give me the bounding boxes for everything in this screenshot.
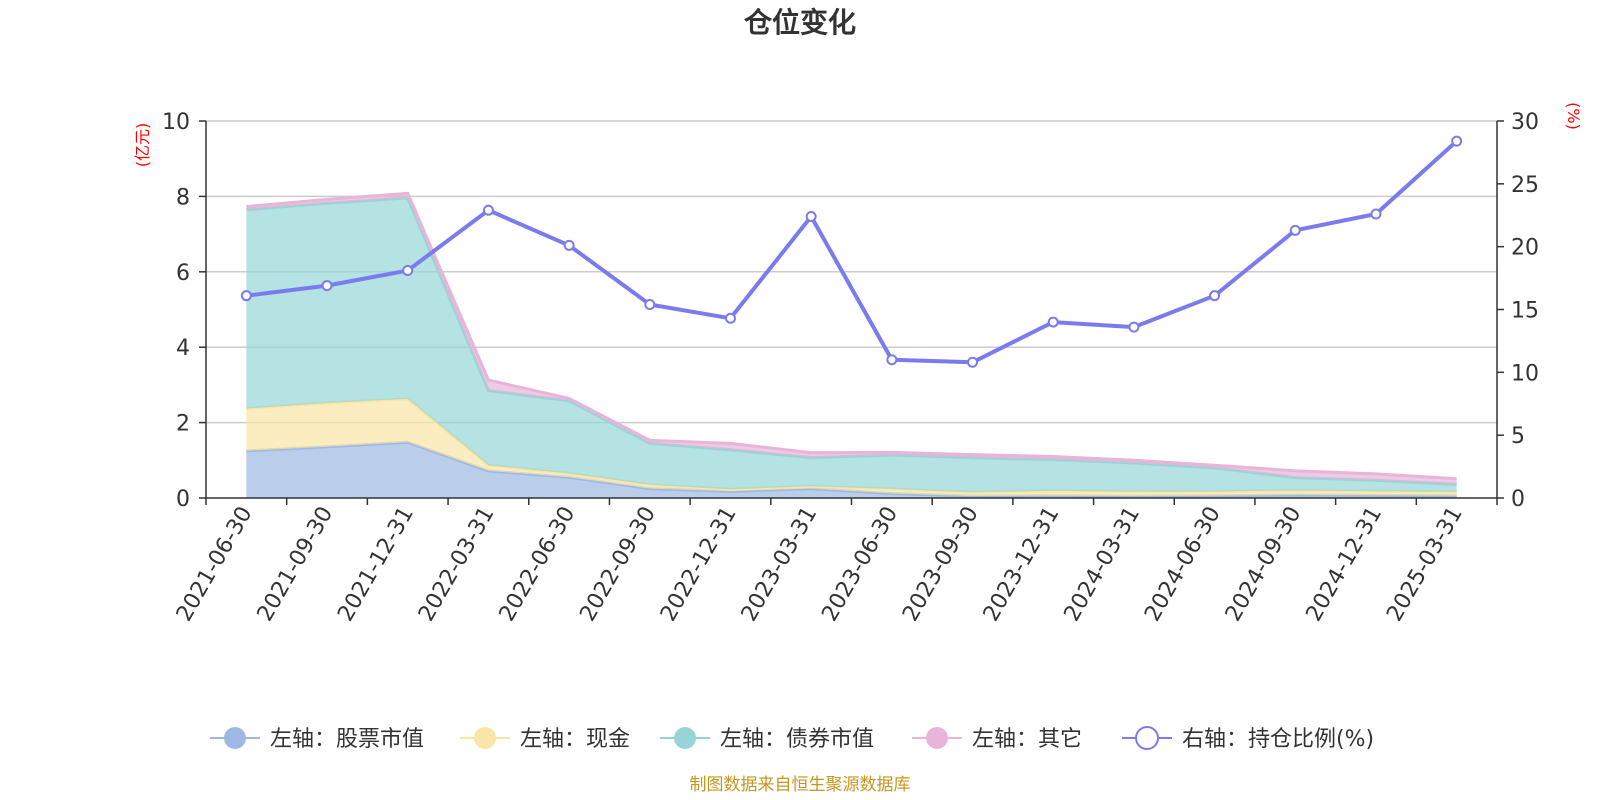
x-tick-label: 2022-06-30 <box>495 503 581 626</box>
ratio-point <box>805 211 817 223</box>
right-tick-label: 30 <box>1511 110 1539 135</box>
legend-label: 左轴：股票市值 <box>270 727 424 752</box>
source-note: 制图数据来自恒生聚源数据库 <box>690 775 911 795</box>
ratio-point <box>321 280 333 292</box>
x-tick-label: 2024-03-31 <box>1060 503 1146 626</box>
legend-label: 左轴：其它 <box>972 727 1082 752</box>
ratio-line-path <box>246 139 1459 365</box>
right-tick-label: 20 <box>1511 236 1539 261</box>
x-tick-label: 2025-03-31 <box>1382 503 1468 626</box>
x-tick-label: 2022-03-31 <box>414 503 500 626</box>
legend-marker <box>1135 726 1159 750</box>
left-tick-label: 4 <box>176 336 190 361</box>
ratio-point <box>240 290 252 302</box>
right-tick-label: 25 <box>1511 173 1539 198</box>
legend-marker <box>926 727 948 749</box>
legend-marker <box>674 727 696 749</box>
area-edge-3 <box>246 191 1457 481</box>
ratio-point <box>1289 224 1301 236</box>
chart-title: 仓位变化 <box>744 6 856 39</box>
right-axis-unit: (%) <box>1564 102 1583 130</box>
ratio-point <box>563 239 575 251</box>
left-tick-label: 10 <box>162 110 190 135</box>
x-tick-label: 2023-09-30 <box>898 503 984 626</box>
x-tick-label: 2024-09-30 <box>1221 503 1307 626</box>
legend-label: 左轴：现金 <box>520 727 630 752</box>
legend-label: 左轴：债券市值 <box>720 727 874 752</box>
ratio-point <box>886 354 898 366</box>
left-tick-label: 0 <box>176 487 190 512</box>
right-tick-label: 0 <box>1511 487 1525 512</box>
right-tick-label: 15 <box>1511 299 1539 324</box>
left-axis-unit: (亿元) <box>133 123 152 168</box>
legend-marker <box>474 727 496 749</box>
legend-label: 右轴：持仓比例(%) <box>1182 727 1374 752</box>
ratio-point <box>967 356 979 368</box>
right-tick-label: 10 <box>1511 361 1539 386</box>
x-tick-label: 2021-06-30 <box>172 503 258 626</box>
x-tick-label: 2023-03-31 <box>737 503 823 626</box>
ratio-point <box>1047 316 1059 328</box>
x-tick-label: 2024-06-30 <box>1140 503 1226 626</box>
x-tick-label: 2023-06-30 <box>817 503 903 626</box>
ratio-point <box>1128 321 1140 333</box>
holding-ratio-line <box>240 135 1463 368</box>
left-tick-label: 6 <box>176 261 190 286</box>
x-tick-label: 2023-12-31 <box>979 503 1065 626</box>
ratio-point <box>1370 208 1382 220</box>
x-tick-label: 2022-12-31 <box>656 503 742 626</box>
x-tick-label: 2022-09-30 <box>575 503 661 626</box>
ratio-point <box>482 204 494 216</box>
ratio-point <box>1209 290 1221 302</box>
area-0 <box>246 442 1457 498</box>
stacked-areas <box>246 191 1457 498</box>
x-tick-label: 2021-09-30 <box>253 503 339 626</box>
area-2 <box>246 197 1457 493</box>
ratio-point <box>1451 135 1463 147</box>
x-tick-label: 2021-12-31 <box>333 503 419 626</box>
right-tick-label: 5 <box>1511 424 1525 449</box>
legend: 左轴：股票市值 左轴：现金 左轴：债券市值 左轴：其它 右轴：持仓比例(%) <box>210 726 1374 752</box>
ratio-point <box>724 312 736 324</box>
left-tick-label: 2 <box>176 412 190 437</box>
x-tick-label: 2024-12-31 <box>1302 503 1388 626</box>
left-tick-label: 8 <box>176 185 190 210</box>
ratio-point <box>644 298 656 310</box>
ratio-point <box>402 265 414 277</box>
legend-marker <box>224 727 246 749</box>
